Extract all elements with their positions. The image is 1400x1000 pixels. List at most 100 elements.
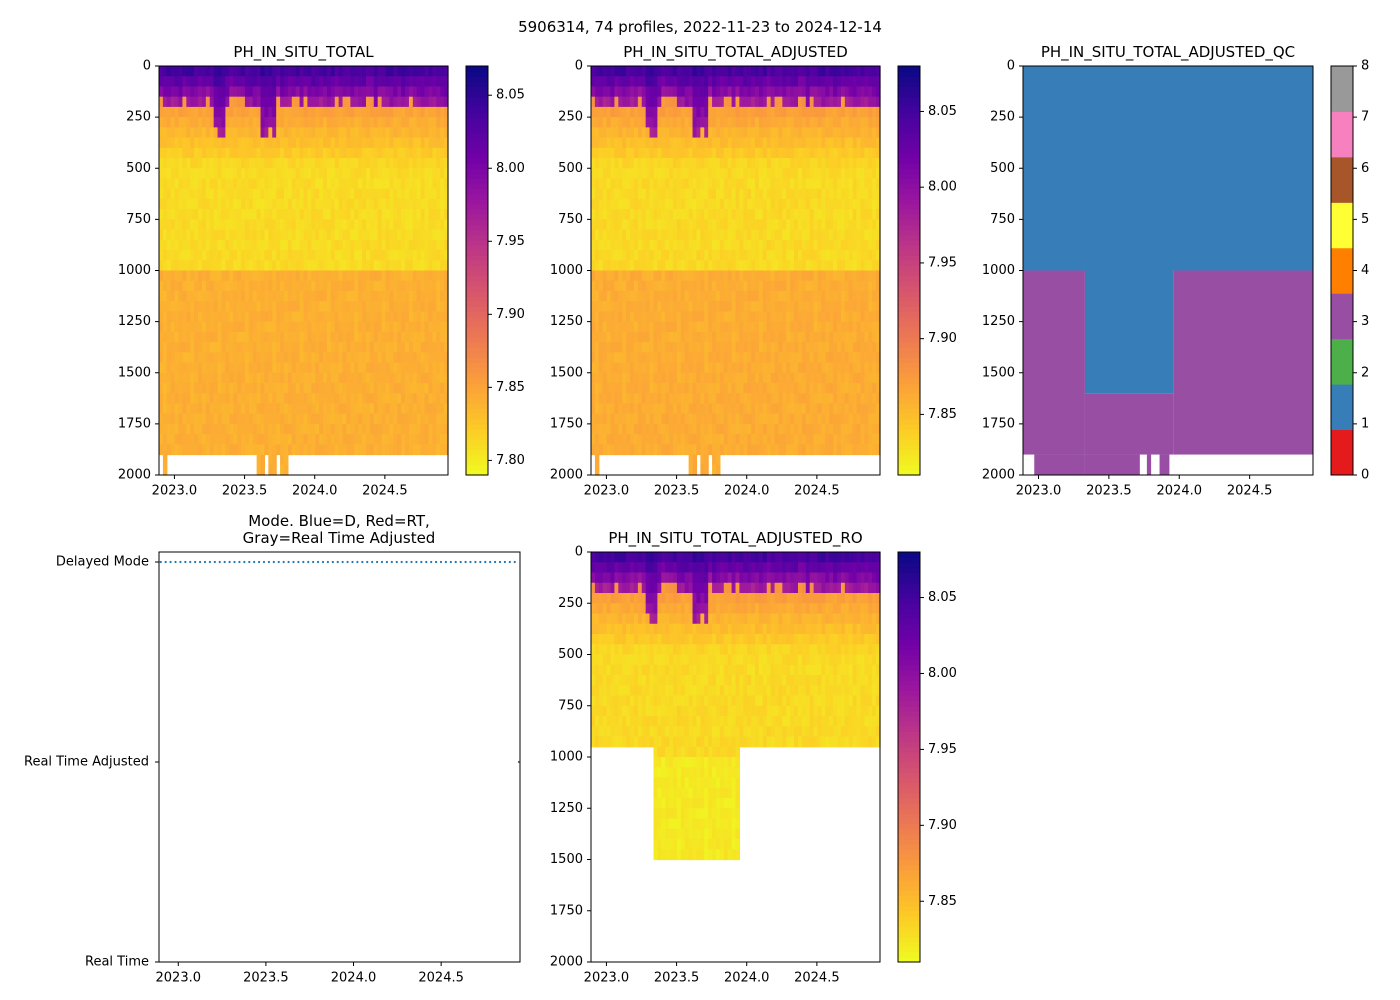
heatmap-cell xyxy=(610,250,616,261)
heatmap-cell xyxy=(225,382,230,394)
heatmap-cell xyxy=(420,76,426,88)
heatmap-cell xyxy=(766,178,772,190)
heatmap-cell xyxy=(209,66,215,77)
heatmap-cell xyxy=(362,127,367,139)
heatmap-cell xyxy=(665,372,670,384)
heatmap-cell xyxy=(727,250,733,261)
heatmap-cell xyxy=(727,158,733,169)
heatmap-cell xyxy=(782,270,787,282)
heatmap-cell xyxy=(248,331,254,343)
heatmap-cell xyxy=(369,423,375,435)
heatmap-cell xyxy=(432,198,437,210)
heatmap-cell xyxy=(692,413,698,425)
heatmap-cell xyxy=(412,209,418,220)
heatmap-cell xyxy=(610,209,616,220)
heatmap-cell xyxy=(641,86,647,98)
heatmap-cell xyxy=(645,219,651,231)
heatmap-cell xyxy=(159,106,164,118)
heatmap-cell xyxy=(649,198,655,210)
heatmap-cell xyxy=(162,158,168,169)
heatmap-cell xyxy=(295,106,301,118)
heatmap-cell xyxy=(381,106,387,118)
heatmap-cell xyxy=(237,66,242,77)
heatmap-cell xyxy=(614,158,619,169)
heatmap-cell xyxy=(715,86,721,98)
heatmap-cell xyxy=(241,137,246,149)
heatmap-cell xyxy=(350,352,355,364)
heatmap-cell xyxy=(393,393,398,405)
heatmap-cell xyxy=(684,434,690,445)
heatmap-cell xyxy=(747,117,752,128)
heatmap-cell xyxy=(755,168,760,180)
heatmap-cell xyxy=(334,321,340,333)
y-tick-label: 500 xyxy=(126,161,151,176)
heatmap-cell xyxy=(311,342,316,353)
heatmap-cell xyxy=(606,250,612,261)
heatmap-cell xyxy=(606,106,612,118)
heatmap-cell xyxy=(291,280,297,292)
heatmap-cell xyxy=(606,66,612,77)
heatmap-cell xyxy=(354,290,359,302)
heatmap-cell xyxy=(241,117,246,128)
heatmap-cell xyxy=(229,158,234,169)
heatmap-cell xyxy=(405,290,410,302)
heatmap-cell xyxy=(365,423,371,435)
heatmap-cell xyxy=(739,362,744,374)
y-tick-label: 1500 xyxy=(118,365,151,380)
heatmap-cell xyxy=(190,290,195,302)
heatmap-cell xyxy=(385,372,391,384)
heatmap-cell xyxy=(248,198,254,210)
heatmap-cell xyxy=(299,321,305,333)
heatmap-cell xyxy=(248,76,254,88)
heatmap-cell xyxy=(334,209,340,220)
heatmap-cell xyxy=(237,413,242,425)
heatmap-cell xyxy=(708,270,713,282)
heatmap-cell xyxy=(381,321,387,333)
heatmap-cell xyxy=(350,76,355,88)
heatmap-cell xyxy=(727,280,733,292)
heatmap-cell xyxy=(602,117,608,128)
heatmap-cell xyxy=(373,444,379,456)
heatmap-cell xyxy=(673,352,678,364)
heatmap-cell xyxy=(696,301,701,312)
heatmap-cell xyxy=(334,219,340,231)
heatmap-cell xyxy=(416,260,422,272)
heatmap-cell xyxy=(233,393,238,405)
heatmap-cell xyxy=(594,260,600,272)
heatmap-cell xyxy=(778,352,783,364)
heatmap-cell xyxy=(287,403,293,415)
heatmap-cell xyxy=(323,147,328,159)
heatmap-cell xyxy=(178,229,184,241)
heatmap-cell xyxy=(774,158,780,169)
heatmap-cell xyxy=(248,66,254,77)
heatmap-cell xyxy=(354,301,359,312)
heatmap-cell xyxy=(401,311,406,323)
heatmap-cell xyxy=(170,382,176,394)
heatmap-cell xyxy=(311,209,316,220)
heatmap-cell xyxy=(758,444,764,456)
heatmap-cell xyxy=(291,434,297,445)
heatmap-cell xyxy=(162,311,168,323)
heatmap-cell xyxy=(205,301,211,312)
heatmap-cell xyxy=(162,219,168,231)
heatmap-cell xyxy=(440,331,445,343)
heatmap-cell xyxy=(696,280,701,292)
heatmap-cell xyxy=(268,331,273,343)
heatmap-cell xyxy=(688,382,694,394)
heatmap-cell xyxy=(166,117,172,128)
x-tick-label: 2023.5 xyxy=(222,484,268,499)
heatmap-cell xyxy=(326,76,332,88)
heatmap-cell xyxy=(436,280,441,292)
heatmap-cell xyxy=(637,342,643,353)
heatmap-cell xyxy=(159,127,164,139)
heatmap-cell xyxy=(373,423,379,435)
heatmap-cell xyxy=(174,301,180,312)
heatmap-cell xyxy=(680,66,686,77)
heatmap-cell xyxy=(330,137,336,149)
heatmap-cell xyxy=(637,188,643,200)
heatmap-cell xyxy=(782,219,787,231)
heatmap-cell xyxy=(397,372,402,384)
heatmap-cell xyxy=(319,413,324,425)
heatmap-cell xyxy=(680,96,686,108)
heatmap-cell xyxy=(241,321,246,333)
